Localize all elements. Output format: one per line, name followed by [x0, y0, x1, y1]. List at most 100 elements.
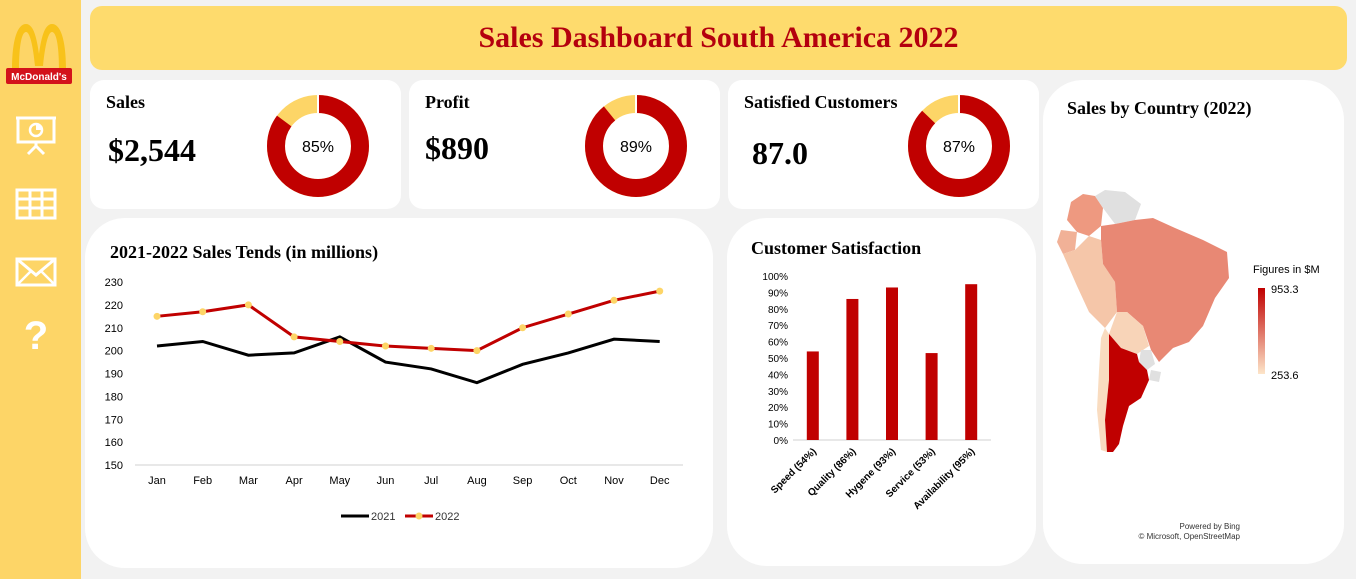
chart-title: Customer Satisfaction — [751, 238, 922, 258]
map-legend-title: Figures in $M — [1253, 264, 1320, 276]
legend-label: 2022 — [435, 511, 459, 523]
kpi-value: $890 — [425, 130, 489, 166]
donut-label: 85% — [302, 139, 334, 156]
data-point — [199, 308, 207, 316]
map-legend-scale — [1258, 288, 1265, 374]
x-tick-label: May — [329, 475, 350, 487]
bar — [965, 284, 978, 440]
bar — [925, 353, 938, 440]
sales-by-country-card: Sales by Country (2022) Figures in $M — [1043, 80, 1344, 564]
y-tick-label: 50% — [768, 354, 788, 365]
y-tick-label: 20% — [768, 403, 788, 414]
y-tick-label: 70% — [768, 321, 788, 332]
logo-text: McDonald's — [11, 72, 67, 83]
y-tick-label: 60% — [768, 338, 788, 349]
bar — [846, 298, 859, 440]
bar — [886, 287, 898, 440]
country-chile — [1097, 328, 1109, 452]
y-tick-label: 30% — [768, 387, 788, 398]
country-ecuador — [1057, 230, 1077, 254]
data-point — [473, 347, 481, 355]
help-icon[interactable]: ? — [23, 313, 49, 358]
x-tick-label: Mar — [239, 475, 258, 487]
sales-trend-card: 2021-2022 Sales Tends (in millions) 150 1… — [85, 218, 713, 568]
country-argentina — [1105, 334, 1149, 452]
x-tick-label: Apr — [286, 475, 303, 487]
y-tick-label: 230 — [105, 277, 123, 289]
y-tick-label: 100% — [762, 272, 788, 283]
y-tick-label: 190 — [105, 369, 123, 381]
map-attribution-osm: © Microsoft, OpenStreetMap — [1139, 532, 1241, 541]
x-tick-label: Jan — [148, 475, 166, 487]
kpi-card-sales: Sales $2,544 85% — [90, 80, 401, 209]
y-tick-label: 40% — [768, 370, 788, 381]
country-uruguay — [1149, 370, 1161, 382]
map-legend-min: 253.6 — [1271, 370, 1299, 382]
kpi-donut: 85% — [267, 95, 369, 197]
kpi-title: Sales — [106, 92, 146, 112]
y-tick-label: 80% — [768, 305, 788, 316]
y-tick-label: 180 — [105, 391, 123, 403]
chart-title: Sales by Country (2022) — [1067, 98, 1252, 118]
donut-label: 87% — [943, 139, 975, 156]
page-title: Sales Dashboard South America 2022 — [478, 21, 959, 54]
mail-icon[interactable] — [14, 250, 58, 294]
legend-label: 2021 — [371, 511, 395, 523]
y-tick-label: 160 — [105, 437, 123, 449]
donut-label: 89% — [620, 139, 652, 156]
data-point — [382, 342, 389, 350]
kpi-donut: 87% — [908, 95, 1010, 197]
data-point — [153, 312, 161, 320]
y-tick-label: 150 — [105, 460, 123, 472]
table-grid-icon[interactable] — [14, 182, 58, 226]
x-tick-label: Feb — [193, 475, 212, 487]
kpi-card-profit: Profit $890 89% — [409, 80, 720, 209]
x-tick-label: Sep — [513, 475, 533, 487]
x-tick-label: Jun — [377, 475, 395, 487]
series-line-2021 — [156, 335, 660, 385]
country-paraguay — [1139, 350, 1155, 370]
bar-chart: 0%10%20%30%40%50%60%70%80%90%100%Speed (… — [762, 272, 991, 512]
data-point — [610, 296, 618, 304]
chart-title: 2021-2022 Sales Tends (in millions) — [110, 242, 379, 262]
y-tick-label: 90% — [768, 288, 788, 299]
kpi-card-satisfied-customers: Satisfied Customers 87.0 87% — [728, 80, 1039, 209]
y-tick-label: 170 — [105, 414, 123, 426]
country-bolivia — [1109, 312, 1149, 354]
y-tick-label: 210 — [105, 323, 123, 335]
series-line-2022 — [156, 289, 660, 353]
x-tick-label: Aug — [467, 475, 487, 487]
country-brazil — [1101, 218, 1229, 362]
data-point — [656, 287, 664, 295]
kpi-value: $2,544 — [108, 132, 196, 168]
x-tick-label: Jul — [424, 475, 438, 487]
kpi-title: Satisfied Customers — [744, 92, 898, 112]
y-tick-label: 0% — [774, 436, 789, 447]
map-attribution-bing: Powered by Bing — [1180, 522, 1240, 531]
customer-satisfaction-card: Customer Satisfaction 0% 10% 20% 30% 40% 50% 6… — [727, 218, 1036, 566]
data-point — [564, 310, 572, 318]
sidebar: McDonald's ? — [0, 0, 81, 579]
kpi-title: Profit — [425, 92, 470, 112]
presentation-chart-icon[interactable] — [14, 112, 58, 156]
y-tick-label: 10% — [768, 420, 788, 431]
y-tick-label: 220 — [105, 300, 123, 312]
kpi-donut: 89% — [585, 95, 687, 197]
map-legend-max: 953.3 — [1271, 284, 1299, 296]
x-tick-label: Nov — [604, 475, 624, 487]
mcdonalds-logo: McDonald's — [4, 18, 74, 88]
country-peru — [1063, 236, 1117, 328]
kpi-value: 87.0 — [752, 135, 808, 171]
data-point — [336, 337, 344, 345]
country-colombia — [1067, 194, 1103, 236]
data-point — [244, 301, 252, 309]
x-tick-label: Dec — [650, 475, 670, 487]
bar — [806, 351, 819, 440]
header-banner: Sales Dashboard South America 2022 — [90, 6, 1347, 70]
y-tick-label: 200 — [105, 346, 123, 358]
legend-marker — [415, 512, 423, 520]
data-point — [427, 344, 435, 352]
south-america-map: Figures in $M 953.3 253.6 Powered by Bin… — [1057, 190, 1320, 541]
data-point — [290, 333, 298, 341]
country-venezuela — [1095, 190, 1141, 224]
